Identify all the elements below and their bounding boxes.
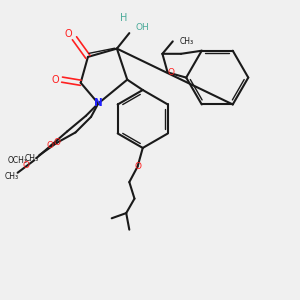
Text: N: N [94,98,103,108]
Text: O: O [53,138,60,147]
Text: O: O [64,29,72,39]
Text: H: H [121,13,128,22]
Text: OCH₃: OCH₃ [8,156,28,165]
Text: O: O [46,141,53,150]
Text: CH₃: CH₃ [25,154,39,163]
Text: O: O [22,161,29,170]
Text: CH₃: CH₃ [180,37,194,46]
Text: O: O [51,75,59,85]
Text: O: O [167,68,174,77]
Text: OH: OH [136,23,149,32]
Text: O: O [134,162,141,171]
Text: CH₃: CH₃ [4,172,18,182]
